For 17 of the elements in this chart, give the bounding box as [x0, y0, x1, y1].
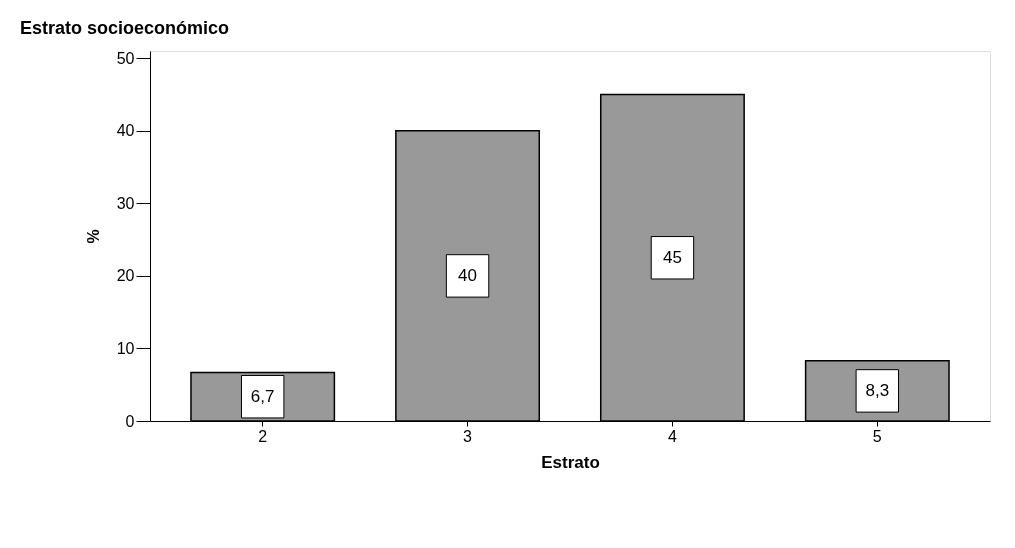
y-tick-label: 20: [116, 267, 135, 285]
data-label: 45: [662, 247, 682, 267]
x-tick-label: 5: [872, 427, 882, 445]
y-tick-label: 50: [116, 49, 135, 67]
y-tick-label: 30: [116, 194, 135, 212]
y-tick-label: 10: [116, 339, 135, 357]
data-label: 8,3: [865, 380, 890, 400]
chart-title: Estrato socioeconómico: [20, 18, 230, 39]
x-tick-label: 3: [463, 427, 473, 445]
y-axis-title: %: [84, 229, 102, 244]
x-tick-label: 4: [667, 427, 677, 445]
y-tick-label: 40: [116, 122, 135, 140]
x-tick-label: 2: [258, 427, 268, 445]
y-tick-label: 0: [125, 412, 135, 430]
data-label: 6,7: [250, 386, 275, 406]
data-label: 40: [458, 265, 478, 285]
x-axis-title: Estrato: [541, 452, 600, 472]
